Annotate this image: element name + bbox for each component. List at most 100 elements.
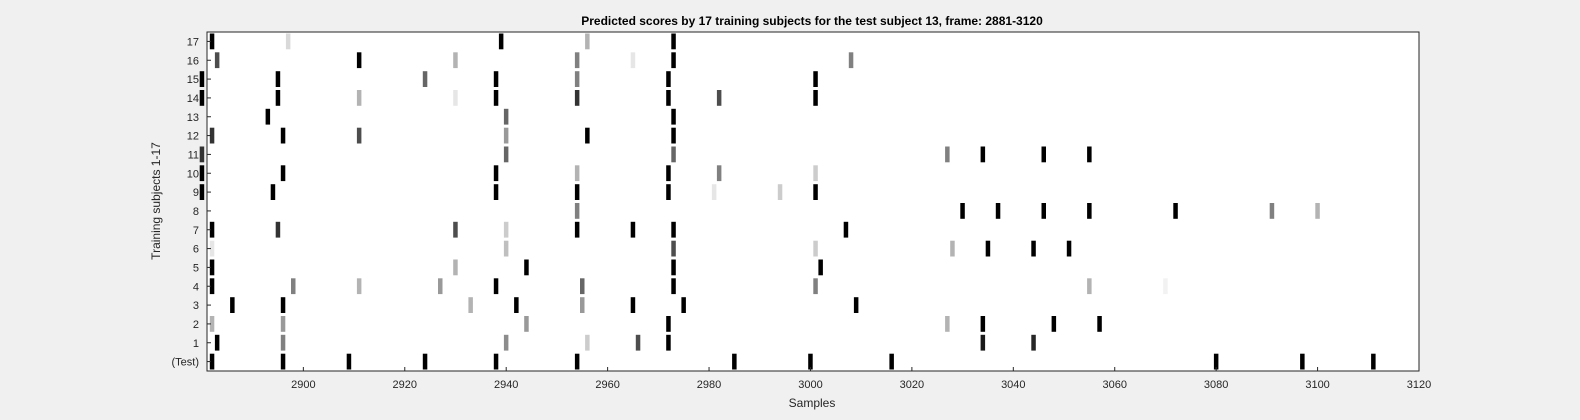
heatmap-cell (585, 127, 590, 144)
heatmap-cell (671, 240, 676, 257)
y-tick-label: 4 (193, 281, 199, 293)
heatmap-cell (732, 353, 737, 370)
heatmap-cell (356, 127, 362, 144)
heatmap-cell (503, 146, 509, 163)
heatmap-cell (813, 240, 818, 257)
heatmap-cell (285, 33, 291, 50)
heatmap-cell (275, 71, 281, 87)
chart-title: Predicted scores by 17 training subjects… (581, 14, 1043, 28)
heatmap-cell (1051, 316, 1057, 332)
heatmap-cell (666, 184, 671, 200)
heatmap-cell (1087, 146, 1092, 163)
heatmap-cell (945, 146, 950, 163)
y-tick-label: 5 (193, 262, 199, 274)
heatmap-cell (468, 297, 473, 313)
y-tick-label: 7 (193, 225, 199, 237)
heatmap-cell (980, 334, 986, 351)
heatmap-cell (275, 90, 281, 106)
heatmap-cell (630, 297, 636, 313)
heatmap-cell (356, 52, 362, 69)
heatmap-cell (574, 165, 580, 182)
heatmap-cell (209, 316, 215, 332)
heatmap-cell (1213, 353, 1219, 370)
heatmap-cell (716, 90, 722, 106)
heatmap-cell (580, 278, 585, 295)
heatmap-cell (889, 353, 894, 370)
heatmap-cell (1371, 353, 1376, 370)
heatmap-cell (493, 90, 499, 106)
heatmap-cell (199, 71, 205, 87)
heatmap-cell (574, 221, 580, 238)
heatmap-cell (671, 33, 676, 50)
heatmap-cell (280, 127, 286, 144)
heatmap-cell (980, 316, 986, 332)
heatmap-cell (280, 316, 286, 332)
y-tick-label: 10 (187, 168, 199, 180)
x-tick-label: 3020 (900, 379, 924, 391)
heatmap-cell (209, 221, 215, 238)
heatmap-cell (209, 353, 215, 370)
heatmap-cell (671, 52, 676, 69)
heatmap-cell (493, 278, 499, 295)
heatmap-cell (666, 316, 671, 332)
heatmap-cell (1041, 203, 1046, 219)
heatmap-cell (980, 146, 986, 163)
heatmap-cell (209, 259, 215, 276)
x-tick-label: 3080 (1204, 379, 1228, 391)
heatmap-cell (666, 334, 671, 351)
heatmap-cell (493, 353, 499, 370)
heatmap-cell (1087, 278, 1092, 295)
heatmap-cell (671, 127, 676, 144)
heatmap-cell (1315, 203, 1320, 219)
heatmap-cell (848, 52, 854, 69)
heatmap-cell (1031, 334, 1036, 351)
heatmap-cell (209, 240, 215, 257)
heatmap-cell (681, 297, 686, 313)
heatmap-cell (1173, 203, 1178, 219)
x-axis: 2900 2920 2940 2960 2980 3000 3020 3040 3060 3080… (291, 367, 1431, 391)
heatmap-cell (666, 71, 671, 87)
heatmap-cell (585, 33, 590, 50)
y-tick-label: (Test) (172, 357, 200, 369)
heatmap-cell (453, 52, 458, 69)
heatmap-cell (422, 71, 428, 87)
heatmap-cell (1163, 278, 1168, 295)
heatmap-cell (945, 316, 950, 332)
x-tick-label: 2960 (595, 379, 619, 391)
heatmap-cell (1269, 203, 1275, 219)
heatmap-cell (503, 221, 509, 238)
heatmap-cell (503, 127, 509, 144)
heatmap-cell (813, 71, 818, 87)
heatmap-cell (585, 334, 590, 351)
x-tick-label: 2980 (697, 379, 721, 391)
heatmap-cell (503, 108, 509, 125)
heatmap-cell (580, 297, 585, 313)
heatmap-cell (209, 127, 215, 144)
x-tick-label: 3100 (1305, 379, 1329, 391)
heatmap-cell (630, 52, 636, 69)
heatmap-cell (666, 165, 671, 182)
heatmap-cell (635, 334, 641, 351)
y-tick-label: 6 (193, 244, 199, 256)
heatmap-cell (199, 165, 205, 182)
heatmap-cell (356, 278, 362, 295)
heatmap-cell (808, 353, 813, 370)
y-tick-label: 9 (193, 187, 199, 199)
heatmap-cell (280, 297, 286, 313)
y-tick-label: 17 (187, 36, 199, 48)
heatmap-cell (574, 203, 580, 219)
heatmap-cell (813, 278, 818, 295)
heatmap-cell (1066, 240, 1072, 257)
heatmap-cell (199, 184, 205, 200)
heatmap-cell (280, 334, 286, 351)
y-tick-label: 1 (193, 338, 199, 350)
heatmap-cell (574, 90, 580, 106)
heatmap-cell (995, 203, 1001, 219)
heatmap-cell (503, 334, 509, 351)
heatmap-cell (777, 184, 783, 200)
heatmap-cell (574, 353, 580, 370)
heatmap-cell (711, 184, 717, 200)
heatmap-cell (853, 297, 859, 313)
